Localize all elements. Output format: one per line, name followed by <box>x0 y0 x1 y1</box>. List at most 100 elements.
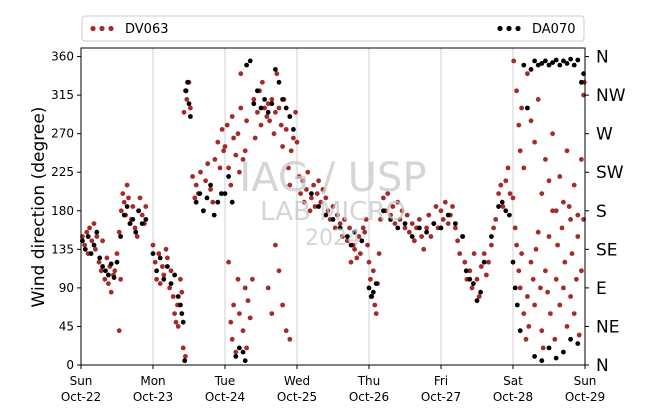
compass-axis-labels: N NE E SE S SW W NW N <box>585 48 626 376</box>
point-da070 <box>204 195 210 201</box>
point-dv063 <box>114 251 120 256</box>
point-da070 <box>539 358 545 364</box>
point-dv063 <box>271 131 277 137</box>
point-dv063 <box>301 199 307 205</box>
point-da070 <box>514 302 520 308</box>
point-dv063 <box>198 169 203 175</box>
point-dv063 <box>188 105 193 111</box>
point-da070 <box>503 208 509 214</box>
plot-frame <box>80 47 586 366</box>
point-da070 <box>103 268 108 274</box>
point-dv063 <box>545 289 550 295</box>
point-da070 <box>240 349 246 355</box>
point-dv063 <box>100 238 105 244</box>
point-dv063 <box>287 182 293 188</box>
point-dv063 <box>455 238 460 244</box>
point-da070 <box>557 62 563 68</box>
point-dv063 <box>342 217 347 222</box>
point-da070 <box>193 199 199 205</box>
point-dv063 <box>242 285 248 291</box>
point-dv063 <box>561 285 566 291</box>
point-dv063 <box>489 242 494 248</box>
point-da070 <box>438 225 444 231</box>
point-dv063 <box>579 157 584 162</box>
point-da070 <box>100 264 105 269</box>
point-dv063 <box>381 195 386 201</box>
point-dv063 <box>491 225 496 231</box>
point-dv063 <box>392 221 398 227</box>
point-da070 <box>215 199 221 205</box>
point-dv063 <box>244 345 250 351</box>
point-dv063 <box>352 246 357 252</box>
point-dv063 <box>481 251 487 256</box>
point-da070 <box>226 174 232 179</box>
point-da070 <box>183 88 189 94</box>
point-dv063 <box>269 97 275 102</box>
point-dv063 <box>498 182 504 188</box>
point-dv063 <box>368 276 373 282</box>
point-dv063 <box>116 229 122 235</box>
point-dv063 <box>219 126 225 132</box>
point-da070 <box>445 212 451 218</box>
point-dv063 <box>304 187 309 192</box>
point-dv063 <box>332 225 338 231</box>
point-dv063 <box>334 212 340 218</box>
point-da070 <box>130 217 136 222</box>
point-da070 <box>553 57 559 63</box>
point-dv063 <box>467 268 473 274</box>
point-dv063 <box>469 285 475 291</box>
point-dv063 <box>183 354 188 359</box>
point-dv063 <box>120 191 126 197</box>
legend: DV063 DA070 <box>81 15 585 42</box>
x-tick-date: Oct-29 <box>565 390 605 404</box>
point-da070 <box>154 268 160 274</box>
point-dv063 <box>550 131 555 137</box>
compass-label: W <box>596 125 613 145</box>
point-dv063 <box>190 174 196 179</box>
point-dv063 <box>137 195 143 201</box>
point-da070 <box>165 264 170 269</box>
point-dv063 <box>217 165 223 171</box>
point-da070 <box>359 238 365 244</box>
x-tick-day: Sun <box>70 374 93 388</box>
point-dv063 <box>404 212 410 218</box>
point-dv063 <box>514 242 519 248</box>
legend-label-da070: DA070 <box>532 22 576 37</box>
point-dv063 <box>356 234 362 239</box>
point-dv063 <box>269 311 275 316</box>
point-dv063 <box>265 101 271 107</box>
point-da070 <box>561 58 566 64</box>
point-da070 <box>512 285 518 291</box>
point-dv063 <box>98 268 104 274</box>
point-dv063 <box>154 276 160 282</box>
point-dv063 <box>276 105 282 111</box>
point-dv063 <box>118 208 124 214</box>
point-dv063 <box>543 157 548 162</box>
point-dv063 <box>424 225 429 231</box>
point-dv063 <box>130 204 136 209</box>
legend-marker-dv063 <box>90 25 114 32</box>
point-dv063 <box>568 217 573 222</box>
point-dv063 <box>533 246 539 252</box>
point-da070 <box>85 234 91 239</box>
point-da070 <box>532 58 537 64</box>
point-dv063 <box>106 281 111 286</box>
point-dv063 <box>316 178 321 184</box>
point-da070 <box>247 58 253 64</box>
point-dv063 <box>221 148 227 154</box>
point-dv063 <box>457 251 463 256</box>
point-dv063 <box>538 285 543 291</box>
point-da070 <box>222 191 228 197</box>
compass-label: N <box>596 356 609 376</box>
point-da070 <box>273 67 278 72</box>
point-dv063 <box>260 79 265 85</box>
point-dv063 <box>348 259 354 265</box>
point-dv063 <box>433 204 439 209</box>
point-da070 <box>82 246 88 252</box>
point-da070 <box>208 182 214 188</box>
point-dv063 <box>320 187 326 192</box>
point-da070 <box>575 341 581 346</box>
point-dv063 <box>212 157 218 162</box>
point-dv063 <box>264 114 270 119</box>
x-tick-day: Sat <box>503 374 523 388</box>
